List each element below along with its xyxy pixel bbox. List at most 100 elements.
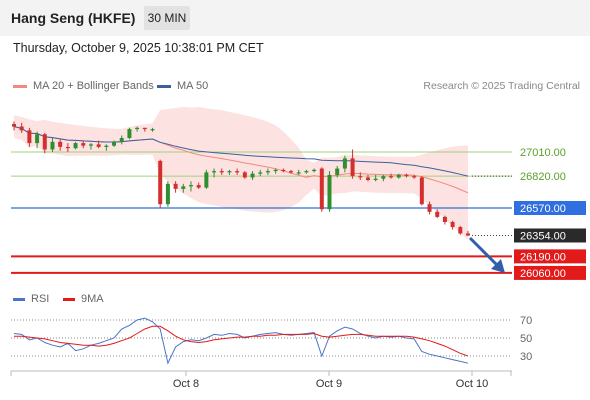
candle-body xyxy=(42,134,47,150)
candle xyxy=(342,155,347,173)
legend-ma50: MA 50 xyxy=(157,80,208,92)
candle xyxy=(181,183,186,193)
candle-body xyxy=(365,177,370,180)
candle-body xyxy=(435,211,440,217)
ma50-swatch xyxy=(157,84,171,88)
candle-body xyxy=(12,124,16,127)
candle-body xyxy=(119,138,124,142)
legend-rsi: RSI xyxy=(13,293,49,305)
candle-body xyxy=(335,168,340,175)
candle xyxy=(335,166,340,178)
candle xyxy=(73,141,78,150)
rsi-swatch xyxy=(13,297,25,301)
candle xyxy=(327,171,332,212)
candle xyxy=(65,143,70,152)
candle xyxy=(373,174,378,182)
candle-body xyxy=(389,176,394,178)
candle-body xyxy=(273,169,278,172)
candle-body xyxy=(412,176,417,178)
rsi-panel: 70 50 30 xyxy=(11,315,532,365)
candle xyxy=(419,176,424,206)
candle xyxy=(435,209,440,219)
legend-9ma: 9MA xyxy=(63,293,104,305)
candle-body xyxy=(350,158,355,177)
candle xyxy=(381,174,386,182)
chart-header: Hang Seng (HKFE) 30 MIN xyxy=(0,0,590,36)
candle xyxy=(35,131,40,149)
candlesticks xyxy=(12,121,470,236)
rsi-tick-30: 30 xyxy=(520,351,532,363)
candle xyxy=(188,181,193,192)
support-label-4: 26190.00 xyxy=(520,251,566,263)
candle-body xyxy=(319,168,324,210)
candle-body xyxy=(381,176,386,179)
price-labels: 27010.00 26820.00 26570.00 26354.00 26190.00… xyxy=(514,147,586,280)
candle-body xyxy=(196,185,201,188)
legend-ma20: MA 20 + Bollinger Bands xyxy=(13,80,154,92)
candle xyxy=(112,140,117,147)
candle-body xyxy=(450,222,455,228)
candle-body xyxy=(188,185,193,187)
candle xyxy=(127,127,132,140)
x-tick-label-1: Oct 9 xyxy=(316,378,342,390)
candle-body xyxy=(81,143,86,146)
forecast-arrow-head xyxy=(491,259,505,273)
x-axis: Oct 8 Oct 9 Oct 10 xyxy=(10,370,512,390)
support-tag-5 xyxy=(514,265,586,280)
candle-body xyxy=(127,129,132,138)
candle-body xyxy=(242,172,247,178)
candle-body xyxy=(358,176,363,178)
candle-body xyxy=(96,144,101,147)
x-tick-label-2: Oct 10 xyxy=(456,378,488,390)
candle xyxy=(212,168,217,178)
candle xyxy=(165,181,170,207)
rsi-line xyxy=(13,317,469,365)
ma9-swatch xyxy=(63,297,75,301)
candle xyxy=(58,139,63,151)
legend-9ma-label: 9MA xyxy=(81,293,104,305)
candle-body xyxy=(258,172,263,174)
candle xyxy=(19,122,24,133)
candle xyxy=(365,174,370,182)
candle-body xyxy=(65,146,70,149)
bollinger-band-fill xyxy=(14,106,468,241)
candle xyxy=(312,168,317,173)
candle xyxy=(227,169,232,175)
candle-body xyxy=(27,130,32,144)
candle-body xyxy=(50,141,55,150)
moving-averages xyxy=(13,126,469,194)
candle xyxy=(450,220,455,230)
candle-body xyxy=(296,172,301,174)
candle-body xyxy=(135,127,140,130)
candle-body xyxy=(219,171,224,173)
candle-body xyxy=(112,141,117,146)
candle xyxy=(42,132,47,154)
candle xyxy=(150,127,155,132)
timeframe-button[interactable]: 30 MIN xyxy=(144,6,190,30)
candle-body xyxy=(373,178,378,180)
legend-rsi-label: RSI xyxy=(31,293,50,305)
candle xyxy=(466,230,470,236)
candle xyxy=(142,127,147,132)
candle xyxy=(289,169,294,174)
candle-body xyxy=(312,169,317,172)
candle-body xyxy=(104,145,109,147)
candle-body xyxy=(235,171,240,173)
candle xyxy=(281,168,286,173)
rsi-9ma-line xyxy=(14,325,469,357)
candle-body xyxy=(204,172,209,188)
candle xyxy=(219,168,224,175)
candle xyxy=(273,168,278,174)
candle xyxy=(427,201,432,215)
candle xyxy=(235,168,240,175)
candle xyxy=(196,182,201,189)
bollinger-bands xyxy=(14,106,468,241)
support-label-5: 26060.00 xyxy=(520,268,566,280)
candle-body xyxy=(250,173,255,178)
candle-body xyxy=(88,144,93,146)
legend-ma50-label: MA 50 xyxy=(177,80,209,92)
pivot-tag xyxy=(514,201,586,215)
candle-body xyxy=(73,143,78,149)
candle-body xyxy=(181,186,186,189)
